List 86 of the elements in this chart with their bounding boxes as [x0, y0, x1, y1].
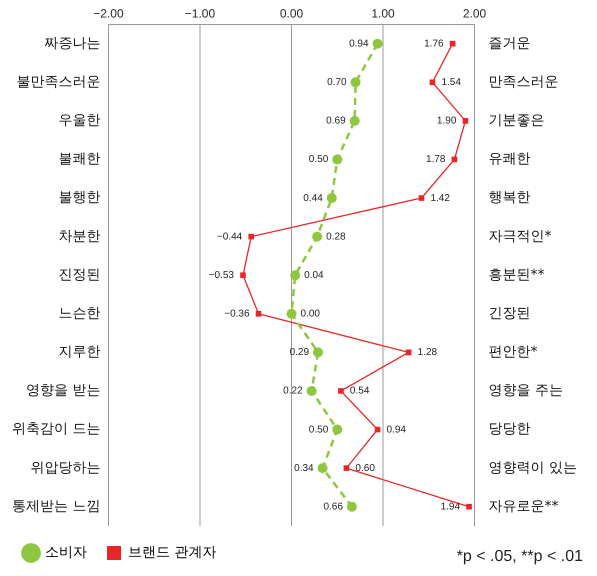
data-label: 0.22 — [283, 386, 304, 397]
y2-tick-label: 만족스러운 — [488, 74, 559, 90]
data-label: 1.90 — [436, 116, 457, 127]
data-label: 0.28 — [326, 231, 346, 242]
y2-tick-label: 기분좋은 — [488, 112, 545, 128]
x-tick-label: 2.00 — [462, 6, 487, 21]
y-tick-label: 느슨한 — [58, 305, 100, 322]
point — [240, 272, 246, 278]
point — [406, 350, 412, 356]
y-tick-label: 위압당하는 — [30, 460, 100, 476]
y-tick-label: 불행한 — [58, 190, 100, 206]
data-label: −0.44 — [216, 231, 243, 242]
point — [450, 40, 456, 47]
y2-tick-label: 행복한 — [488, 190, 531, 206]
point — [430, 79, 436, 86]
data-label: 0.69 — [326, 116, 346, 127]
x-tick-label: 1.00 — [371, 6, 396, 21]
point — [318, 463, 328, 474]
point — [374, 426, 380, 432]
point — [350, 77, 361, 88]
point — [290, 270, 300, 280]
x-tick-label: −2.00 — [93, 6, 124, 21]
y2-tick-label: 영향력이 있는 — [488, 460, 578, 476]
y-tick-label: 지루한 — [58, 344, 100, 360]
data-label: 0.29 — [290, 347, 310, 358]
point — [466, 504, 472, 510]
point — [313, 347, 324, 358]
y2-tick-label: 당당한 — [488, 421, 531, 438]
data-label: 1.54 — [441, 77, 462, 88]
y2-tick-label: 긴장된 — [488, 305, 531, 322]
data-label: 1.42 — [430, 192, 450, 204]
y-tick-label: 영향을 받는 — [26, 382, 100, 399]
x-tick-label: 0.00 — [280, 6, 304, 21]
y-tick-label: 통제받는 느낌 — [12, 498, 100, 514]
point — [256, 310, 262, 317]
data-label: 0.34 — [294, 462, 314, 474]
y-tick-label: 위축감이 드는 — [12, 421, 100, 438]
data-label: 0.66 — [323, 501, 344, 512]
y2-tick-label: 편안한* — [488, 344, 538, 360]
y2-tick-label: 자유로운** — [488, 498, 559, 514]
point — [372, 38, 383, 49]
y-tick-label: 진정된 — [58, 266, 100, 283]
point — [418, 195, 424, 201]
data-label: 1.78 — [426, 154, 446, 166]
point — [346, 502, 357, 512]
y-tick-label: 차분한 — [58, 228, 100, 244]
y-tick-label: 불만족스러운 — [16, 74, 100, 90]
data-label: 0.00 — [300, 308, 320, 320]
point — [462, 118, 468, 124]
y2-tick-label: 자극적인* — [488, 228, 552, 244]
y2-tick-label: 영향을 주는 — [488, 382, 564, 399]
point — [326, 193, 337, 204]
data-label: 0.94 — [349, 38, 369, 50]
y-tick-label: 짜증나는 — [44, 35, 100, 52]
point — [312, 232, 322, 242]
data-label: 1.94 — [440, 501, 460, 512]
x-tick-label: −1.00 — [184, 6, 216, 21]
legend-label: 브랜드 관계자 — [128, 544, 216, 561]
y2-tick-label: 유쾌한 — [488, 151, 531, 168]
point — [248, 234, 254, 240]
y2-tick-label: 즐거운 — [488, 35, 531, 52]
data-label: 0.70 — [327, 77, 347, 88]
point — [344, 465, 350, 471]
point — [452, 156, 458, 162]
text: *p < .05, **p < .01 — [456, 548, 583, 566]
data-label: 0.50 — [308, 154, 329, 166]
point — [286, 308, 296, 319]
point — [332, 154, 342, 164]
data-label: 0.60 — [355, 462, 376, 474]
data-label: −0.36 — [224, 308, 250, 320]
data-label: −0.53 — [208, 270, 234, 281]
data-label: 0.44 — [303, 192, 324, 204]
data-label: 0.94 — [386, 424, 406, 436]
y-tick-label: 우울한 — [58, 112, 100, 128]
data-label: 0.50 — [308, 424, 329, 436]
data-label: 0.04 — [304, 270, 324, 281]
point — [338, 388, 344, 394]
y-tick-label: 불쾌한 — [58, 151, 100, 168]
y2-tick-label: 흥분된** — [488, 266, 545, 283]
data-label: 0.54 — [350, 386, 370, 397]
point — [332, 424, 342, 435]
data-label: 1.76 — [424, 38, 444, 50]
point — [350, 116, 360, 126]
point — [306, 386, 317, 396]
data-label: 1.28 — [418, 347, 438, 358]
legend-label: 소비자 — [45, 544, 87, 561]
